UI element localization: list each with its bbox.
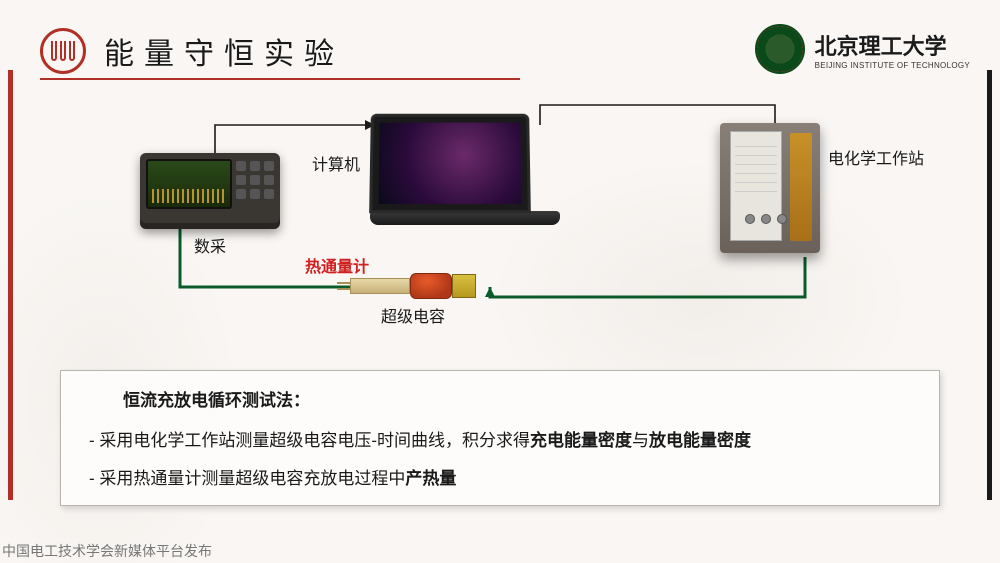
university-name-en: BEIJING INSTITUTE OF TECHNOLOGY xyxy=(815,61,970,70)
line1-bold2: 放电能量密度 xyxy=(649,431,751,450)
slide-header: 能量守恒实验 xyxy=(40,28,344,74)
computer-device: 计算机 xyxy=(370,113,560,225)
method-title: 恒流充放电循环测试法： xyxy=(89,389,911,413)
method-description-box: 恒流充放电循环测试法： - 采用电化学工作站测量超级电容电压-时间曲线，积分求得… xyxy=(60,370,940,506)
university-seal-icon xyxy=(755,24,805,74)
slide-title: 能量守恒实验 xyxy=(104,29,344,73)
university-logo-block: 北京理工大学 BEIJING INSTITUTE OF TECHNOLOGY xyxy=(755,24,970,74)
supercapacitor-icon xyxy=(350,273,476,299)
header-underline xyxy=(40,78,520,80)
decorative-bar-left xyxy=(8,70,13,500)
workstation-label: 电化学工作站 xyxy=(828,145,924,169)
test-tubes-icon xyxy=(40,28,86,74)
decorative-bar-right xyxy=(987,70,992,500)
workstation-device: 电化学工作站 xyxy=(720,123,924,253)
data-logger-device: 数采 xyxy=(140,153,280,257)
data-logger-label: 数采 xyxy=(140,233,280,257)
supercapacitor-device: 超级电容 xyxy=(350,273,476,327)
footer-text: 中国电工技术学会新媒体平台发布 xyxy=(2,541,212,561)
data-logger-icon xyxy=(140,153,280,229)
workstation-icon xyxy=(720,123,820,253)
line1-bold1: 充电能量密度 xyxy=(530,431,632,450)
line1-prefix: - 采用电化学工作站测量超级电容电压-时间曲线，积分求得 xyxy=(89,431,530,450)
laptop-icon xyxy=(369,114,531,213)
computer-label: 计算机 xyxy=(312,151,360,175)
line2-bold: 产热量 xyxy=(405,469,456,488)
university-name-cn: 北京理工大学 xyxy=(815,29,970,61)
line2-prefix: - 采用热通量计测量超级电容充放电过程中 xyxy=(89,469,405,488)
method-line-1: - 采用电化学工作站测量超级电容电压-时间曲线，积分求得充电能量密度与放电能量密… xyxy=(89,429,911,453)
method-line-2: - 采用热通量计测量超级电容充放电过程中产热量 xyxy=(89,467,911,491)
line1-mid: 与 xyxy=(632,431,649,450)
supercapacitor-label: 超级电容 xyxy=(350,303,476,327)
experiment-diagram: 数采 计算机 电化学工作站 热通量计 超级电容 xyxy=(40,95,960,345)
